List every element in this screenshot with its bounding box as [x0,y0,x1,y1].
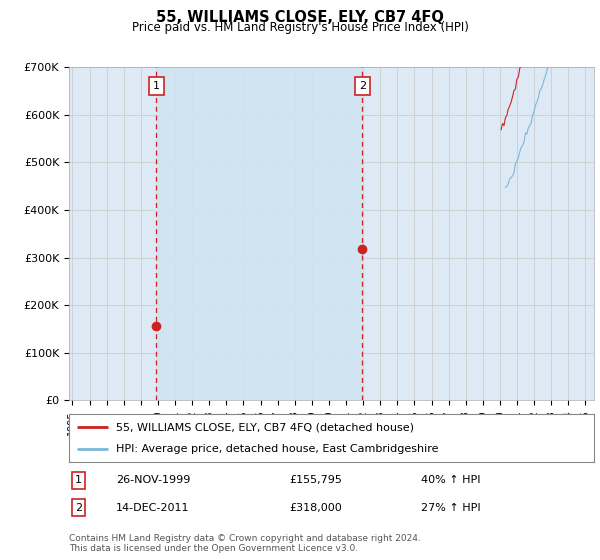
Text: 1: 1 [75,475,82,486]
Text: 1: 1 [153,81,160,91]
Text: HPI: Average price, detached house, East Cambridgeshire: HPI: Average price, detached house, East… [116,444,439,454]
Text: 2: 2 [359,81,366,91]
Text: 55, WILLIAMS CLOSE, ELY, CB7 4FQ (detached house): 55, WILLIAMS CLOSE, ELY, CB7 4FQ (detach… [116,422,414,432]
Text: Price paid vs. HM Land Registry's House Price Index (HPI): Price paid vs. HM Land Registry's House … [131,21,469,34]
Text: 55, WILLIAMS CLOSE, ELY, CB7 4FQ: 55, WILLIAMS CLOSE, ELY, CB7 4FQ [156,10,444,25]
Text: £155,795: £155,795 [290,475,343,486]
Bar [156,67,362,400]
Text: 2: 2 [75,502,82,512]
Text: 26-NOV-1999: 26-NOV-1999 [116,475,191,486]
Text: 40% ↑ HPI: 40% ↑ HPI [421,475,480,486]
Text: £318,000: £318,000 [290,502,342,512]
Text: 27% ↑ HPI: 27% ↑ HPI [421,502,481,512]
Text: Contains HM Land Registry data © Crown copyright and database right 2024.
This d: Contains HM Land Registry data © Crown c… [69,534,421,553]
Text: 14-DEC-2011: 14-DEC-2011 [116,502,190,512]
